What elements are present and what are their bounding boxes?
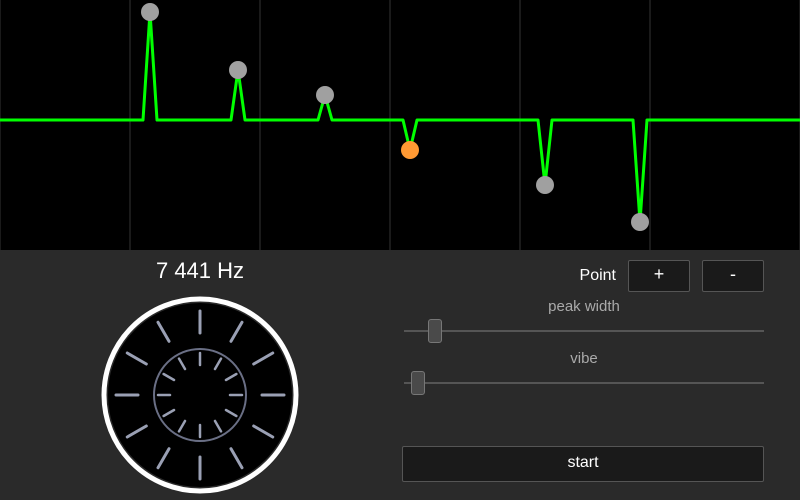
peak-width-track bbox=[404, 330, 764, 332]
point-add-button[interactable]: + bbox=[628, 260, 690, 292]
frequency-readout: 7 441 Hz bbox=[60, 258, 340, 284]
waveform-svg bbox=[0, 0, 800, 250]
peak-marker[interactable] bbox=[316, 86, 334, 104]
peak-width-thumb[interactable] bbox=[428, 319, 442, 343]
point-controls: Point + - bbox=[580, 260, 764, 292]
control-panel: 7 441 Hz Point + - peak width vibe start bbox=[0, 250, 800, 500]
peak-marker[interactable] bbox=[401, 141, 419, 159]
peak-marker[interactable] bbox=[141, 3, 159, 21]
start-button[interactable]: start bbox=[402, 446, 764, 482]
peak-width-slider[interactable] bbox=[404, 319, 764, 343]
vibe-slider[interactable] bbox=[404, 371, 764, 395]
vibe-slider-block: vibe bbox=[404, 350, 764, 395]
point-remove-button[interactable]: - bbox=[702, 260, 764, 292]
peak-width-label: peak width bbox=[404, 298, 764, 315]
peak-marker[interactable] bbox=[631, 213, 649, 231]
peak-marker[interactable] bbox=[536, 176, 554, 194]
frequency-dial[interactable] bbox=[100, 295, 300, 495]
vibe-thumb[interactable] bbox=[411, 371, 425, 395]
waveform-graph[interactable] bbox=[0, 0, 800, 250]
point-label: Point bbox=[580, 267, 616, 285]
peak-width-slider-block: peak width bbox=[404, 298, 764, 343]
vibe-track bbox=[404, 382, 764, 384]
dial-svg bbox=[100, 295, 300, 495]
vibe-label: vibe bbox=[404, 350, 764, 367]
peak-marker[interactable] bbox=[229, 61, 247, 79]
